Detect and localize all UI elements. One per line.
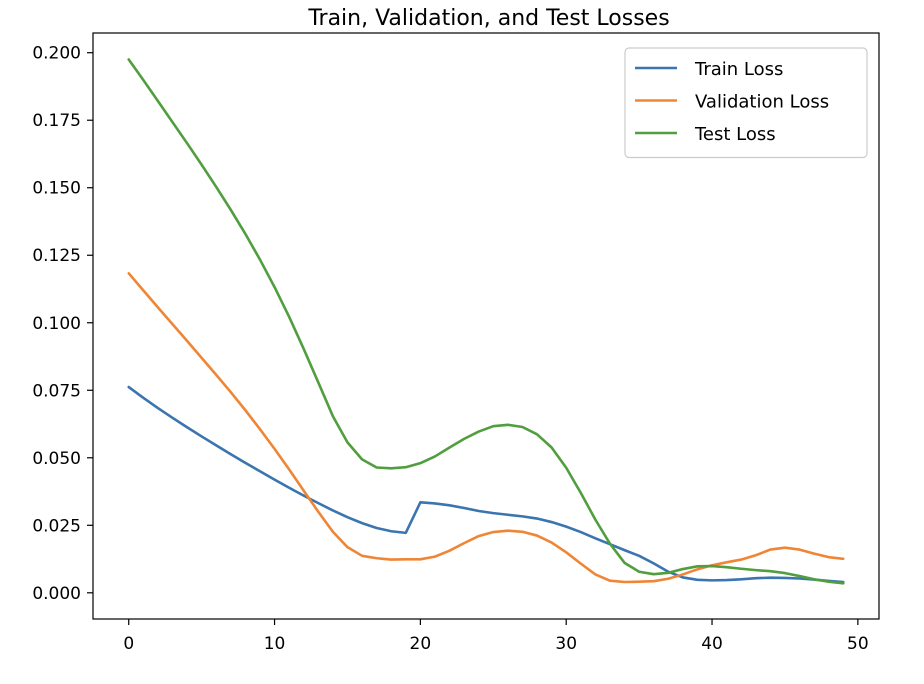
y-tick-label: 0.200	[32, 44, 81, 64]
y-tick-label: 0.075	[32, 381, 81, 401]
x-tick-label: 10	[264, 634, 286, 654]
series-line-train-loss	[127, 385, 845, 584]
y-tick-label: 0.050	[32, 449, 81, 469]
x-tick-label: 50	[847, 634, 869, 654]
x-tick-label: 40	[701, 634, 723, 654]
legend: Train Loss Validation Loss Test Loss	[624, 47, 868, 159]
x-tick-label: 30	[555, 634, 577, 654]
x-tick-label: 20	[410, 634, 432, 654]
y-tick-label: 0.125	[32, 246, 81, 266]
legend-label-train-loss: Train Loss	[694, 59, 783, 80]
chart-title: Train, Validation, and Test Losses	[307, 6, 669, 31]
axis-layer: 0 10 20 30 40 50 0.000 0.025 0.050 0.075 0.100 0.12…	[32, 44, 868, 654]
plot-frame	[92, 32, 880, 620]
y-tick-label: 0.025	[32, 516, 81, 536]
y-tick-label: 0.175	[32, 111, 81, 131]
series-line-test-loss	[127, 58, 845, 585]
y-tick-label: 0.100	[32, 314, 81, 334]
legend-label-test-loss: Test Loss	[694, 124, 776, 145]
series-layer	[127, 58, 845, 585]
x-tick-label: 0	[123, 634, 134, 654]
legend-label-validation-loss: Validation Loss	[695, 92, 829, 113]
legend-box	[624, 47, 868, 159]
y-tick-label: 0.150	[32, 179, 81, 199]
y-tick-label: 0.000	[32, 584, 81, 604]
series-line-validation-loss	[127, 272, 845, 584]
